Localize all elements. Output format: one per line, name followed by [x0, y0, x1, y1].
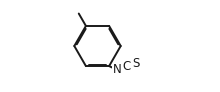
Text: S: S [132, 57, 139, 70]
Text: C: C [122, 60, 130, 73]
Text: N: N [113, 63, 122, 76]
